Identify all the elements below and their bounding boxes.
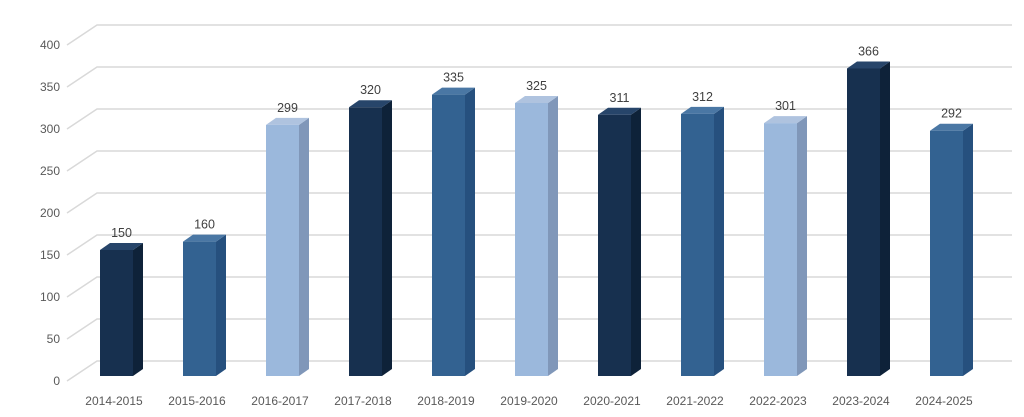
bar-front-face: [681, 113, 714, 377]
gridline: [66, 24, 1012, 46]
bar-front-face: [930, 130, 963, 376]
bar-top-face: [764, 116, 807, 124]
bar-value-label: 320: [360, 83, 381, 97]
bar: [681, 106, 724, 377]
bar: [847, 61, 890, 377]
y-tick-label: 150: [40, 248, 60, 262]
bar: [515, 96, 558, 376]
bar-front-face: [349, 107, 382, 376]
x-category-label: 2022-2023: [749, 394, 807, 408]
bar: [598, 107, 641, 376]
bar-side-face: [465, 87, 475, 376]
x-category-label: 2018-2019: [417, 394, 475, 408]
bar-side-face: [631, 107, 641, 376]
y-tick-label: 0: [53, 374, 60, 388]
bar: [764, 116, 807, 376]
x-category-label: 2024-2025: [915, 394, 973, 408]
x-category-label: 2016-2017: [251, 394, 309, 408]
bar-top-face: [681, 106, 724, 114]
bar-value-label: 301: [775, 99, 796, 113]
x-category-label: 2023-2024: [832, 394, 890, 408]
bar-front-face: [432, 94, 465, 376]
bar-front-face: [100, 250, 133, 376]
bar-value-label: 311: [610, 91, 630, 105]
bar-side-face: [216, 234, 226, 376]
bar-value-label: 150: [111, 226, 132, 240]
y-tick-label: 100: [40, 290, 60, 304]
bar: [266, 117, 309, 376]
x-category-label: 2017-2018: [334, 394, 392, 408]
bar-top-face: [349, 100, 392, 108]
y-tick-label: 200: [40, 206, 60, 220]
bar-side-face: [548, 96, 558, 376]
bar-side-face: [880, 61, 890, 377]
bar-side-face: [714, 106, 724, 377]
bar-side-face: [797, 116, 807, 376]
bar-top-face: [183, 234, 226, 242]
y-tick-label: 250: [40, 164, 60, 178]
bar-side-face: [382, 100, 392, 376]
x-category-label: 2019-2020: [500, 394, 558, 408]
bar: [349, 100, 392, 376]
bar-value-label: 312: [692, 90, 713, 104]
bar-top-face: [100, 243, 143, 250]
bar-front-face: [183, 241, 216, 376]
x-category-label: 2020-2021: [583, 394, 641, 408]
y-tick-label: 400: [40, 38, 60, 52]
x-category-label: 2014-2015: [85, 394, 143, 408]
bar-value-label: 325: [526, 79, 547, 93]
bar: [432, 87, 475, 376]
bar: [183, 234, 226, 376]
bar-top-face: [266, 117, 309, 125]
bar-side-face: [133, 243, 143, 376]
bar-side-face: [299, 117, 309, 376]
bar-front-face: [515, 103, 548, 376]
x-category-label: 2021-2022: [666, 394, 724, 408]
bar-top-face: [847, 61, 890, 69]
bar-front-face: [598, 114, 631, 376]
bar-top-face: [598, 107, 641, 115]
bar: [100, 243, 143, 376]
y-tick-label: 50: [47, 332, 61, 346]
bar-side-face: [963, 123, 973, 376]
bar-value-label: 366: [858, 45, 879, 59]
y-tick-label: 350: [40, 80, 60, 94]
y-tick-label: 300: [40, 122, 60, 136]
bar-top-face: [432, 87, 475, 95]
bar-value-label: 299: [277, 101, 298, 115]
bar-value-label: 335: [443, 71, 464, 85]
bar-front-face: [847, 68, 880, 376]
x-category-label: 2015-2016: [168, 394, 226, 408]
bar: [930, 123, 973, 376]
bar-top-face: [930, 123, 973, 131]
bar-front-face: [764, 123, 797, 376]
bar-front-face: [266, 124, 299, 376]
gridline: [66, 66, 1012, 88]
bar-top-face: [515, 96, 558, 103]
bar-value-label: 160: [194, 218, 215, 232]
bar-value-label: 292: [941, 107, 962, 121]
